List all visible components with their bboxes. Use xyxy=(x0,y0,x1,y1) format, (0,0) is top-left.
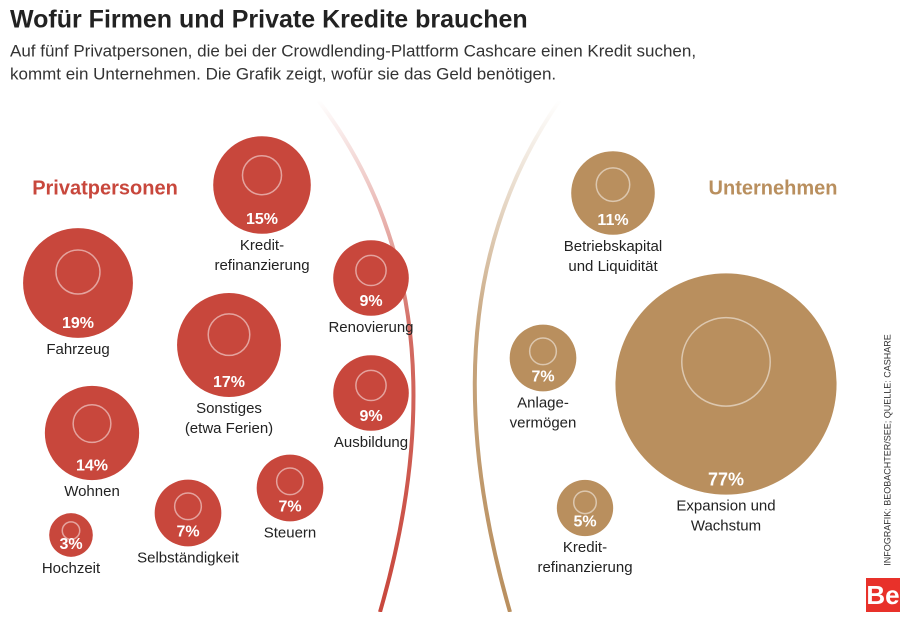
bubble-label: refinanzierung xyxy=(214,257,309,274)
bubble xyxy=(154,479,222,547)
bubble xyxy=(44,385,140,481)
bubble-label: Renovierung xyxy=(328,319,413,336)
value-label: 17% xyxy=(213,374,245,391)
icon xyxy=(241,154,283,196)
bubble-label: Betriebskapital xyxy=(564,238,662,255)
bubble-label: und Liquidität xyxy=(568,258,658,275)
credit: INFOGRAFIK: BEOBACHTER/SEE; QUELLE: CASH… xyxy=(882,334,892,566)
bubble xyxy=(333,240,409,316)
icon xyxy=(595,167,631,203)
icon xyxy=(72,403,112,444)
divider-arc xyxy=(472,98,562,613)
icon xyxy=(572,490,598,515)
bubble-label: Wachstum xyxy=(691,518,761,535)
subtitle: kommt ein Unternehmen. Die Grafik zeigt,… xyxy=(10,64,556,83)
bubble-label: Kredit- xyxy=(240,237,284,254)
bubble xyxy=(23,228,133,338)
logo: Be xyxy=(866,580,899,610)
icon xyxy=(61,521,81,541)
bubble-label: Steuern xyxy=(264,524,317,541)
icon xyxy=(681,316,771,407)
bubble xyxy=(615,273,837,495)
group-title: Unternehmen xyxy=(709,177,838,199)
icon xyxy=(207,313,251,357)
bubble xyxy=(333,355,409,431)
value-label: 77% xyxy=(708,469,744,489)
value-label: 5% xyxy=(573,513,596,530)
icon xyxy=(275,467,305,496)
divider-arc xyxy=(316,98,416,613)
bubble xyxy=(571,151,655,235)
subtitle: Auf fünf Privatpersonen, die bei der Cro… xyxy=(10,41,696,60)
value-label: 11% xyxy=(597,212,628,229)
bubble-label: Anlage- xyxy=(517,394,569,411)
value-label: 7% xyxy=(278,499,301,516)
bubble-label: Kredit- xyxy=(563,539,607,556)
bubble-label: Wohnen xyxy=(64,483,120,500)
icon xyxy=(355,369,387,402)
title: Wofür Firmen und Private Kredite brauche… xyxy=(10,6,528,34)
value-label: 9% xyxy=(359,408,382,425)
bubble-label: (etwa Ferien) xyxy=(185,420,273,437)
bubble xyxy=(213,136,311,234)
value-label: 7% xyxy=(176,524,199,541)
bubble xyxy=(49,513,93,557)
group-title: Privatpersonen xyxy=(32,177,178,199)
bubble xyxy=(177,293,281,397)
value-label: 7% xyxy=(531,369,554,386)
icon xyxy=(528,337,558,366)
bubble-label: vermögen xyxy=(510,414,577,431)
bubble-label: Hochzeit xyxy=(42,560,101,577)
logo-box xyxy=(866,578,900,612)
bubble xyxy=(509,324,577,392)
bubble xyxy=(256,454,324,522)
value-label: 3% xyxy=(59,536,82,553)
value-label: 9% xyxy=(359,293,382,310)
bubble-label: refinanzierung xyxy=(537,559,632,576)
value-label: 15% xyxy=(246,211,278,228)
bubble-label: Ausbildung xyxy=(334,434,408,451)
icon xyxy=(173,492,203,521)
icon xyxy=(355,254,387,287)
value-label: 14% xyxy=(76,457,108,474)
bubble xyxy=(556,479,614,537)
icon xyxy=(55,249,101,295)
bubble-label: Sonstiges xyxy=(196,400,262,417)
bubble-label: Selbständigkeit xyxy=(137,549,240,566)
value-label: 19% xyxy=(62,315,94,332)
bubble-label: Expansion und xyxy=(676,498,775,515)
bubble-label: Fahrzeug xyxy=(46,341,109,358)
